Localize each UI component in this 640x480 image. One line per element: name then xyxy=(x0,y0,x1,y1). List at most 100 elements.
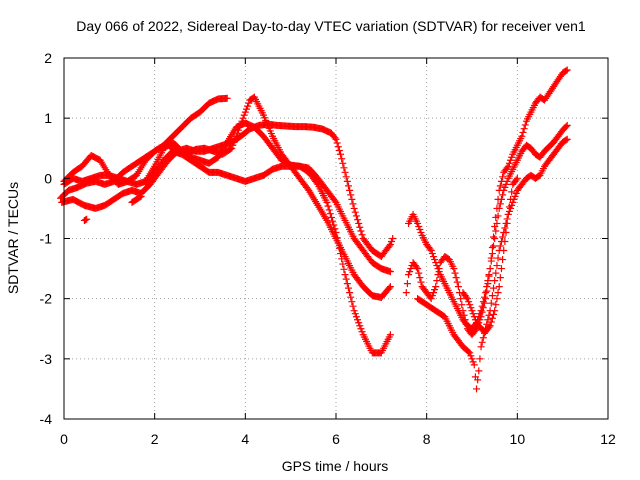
y-tick-label: -2 xyxy=(40,291,53,307)
data-point-marker xyxy=(349,200,357,208)
x-tick-label: 6 xyxy=(332,431,340,447)
data-point-marker xyxy=(331,197,339,205)
data-point-marker xyxy=(342,275,350,283)
data-point-marker xyxy=(488,314,496,322)
data-point-marker xyxy=(432,259,440,267)
data-point-marker xyxy=(331,225,339,233)
data-point-marker xyxy=(471,316,479,324)
data-point-marker xyxy=(326,210,334,218)
data-point-marker xyxy=(488,244,496,252)
data-point-marker xyxy=(343,177,351,185)
series-11 xyxy=(459,174,521,336)
data-point-marker xyxy=(492,269,500,277)
data-point-marker xyxy=(484,277,492,285)
data-point-marker xyxy=(245,99,253,107)
data-point-marker xyxy=(495,204,503,212)
data-point-marker xyxy=(429,253,437,261)
data-point-marker xyxy=(417,278,425,286)
data-point-marker xyxy=(508,188,516,196)
data-point-marker xyxy=(339,260,347,268)
data-point-marker xyxy=(403,280,411,288)
data-point-marker xyxy=(385,242,393,250)
data-point-marker xyxy=(357,227,365,235)
data-point-marker xyxy=(349,302,357,310)
data-point-marker xyxy=(563,66,571,74)
x-tick-label: 4 xyxy=(241,431,249,447)
data-point-marker xyxy=(474,376,482,384)
data-point-marker xyxy=(323,198,331,206)
data-point-marker xyxy=(346,289,354,297)
series-7 xyxy=(128,192,145,206)
data-point-marker xyxy=(242,105,250,113)
data-point-marker xyxy=(414,265,422,273)
data-point-marker xyxy=(405,271,413,279)
data-point-marker xyxy=(493,295,501,303)
data-point-marker xyxy=(334,239,342,247)
data-point-marker xyxy=(503,177,511,185)
data-point-marker xyxy=(486,265,494,273)
data-point-marker xyxy=(338,255,346,263)
data-point-marker xyxy=(344,284,352,292)
data-point-marker xyxy=(488,250,496,258)
data-point-marker xyxy=(435,268,443,276)
data-point-marker xyxy=(485,271,493,279)
data-point-marker xyxy=(228,144,236,152)
data-point-marker xyxy=(343,280,351,288)
data-point-marker xyxy=(504,210,512,218)
data-point-marker xyxy=(473,385,481,393)
data-point-marker xyxy=(562,67,570,75)
data-point-marker xyxy=(350,307,358,315)
series-5 xyxy=(142,147,394,357)
data-point-marker xyxy=(504,162,512,170)
data-point-marker xyxy=(496,242,504,250)
data-point-marker xyxy=(239,114,247,122)
data-point-marker xyxy=(477,307,485,315)
data-point-marker xyxy=(386,241,394,249)
data-point-marker xyxy=(240,111,248,119)
data-point-marker xyxy=(497,195,505,203)
data-point-marker xyxy=(338,155,346,163)
data-point-marker xyxy=(386,268,394,276)
data-point-marker xyxy=(325,206,333,214)
data-point-marker xyxy=(388,238,396,246)
data-point-marker xyxy=(223,94,231,102)
series-8 xyxy=(402,66,571,339)
data-point-marker xyxy=(427,295,435,303)
data-point-marker xyxy=(487,318,495,326)
data-point-marker xyxy=(465,298,473,306)
data-point-marker xyxy=(355,319,363,327)
data-point-marker xyxy=(521,121,529,129)
data-point-marker xyxy=(450,265,458,273)
x-tick-label: 8 xyxy=(423,431,431,447)
data-point-marker xyxy=(562,136,570,144)
series-9 xyxy=(405,121,571,333)
data-point-marker xyxy=(356,322,364,330)
data-point-marker xyxy=(496,274,504,282)
data-point-marker xyxy=(342,173,350,181)
data-point-marker xyxy=(490,284,498,292)
data-point-marker xyxy=(563,135,571,143)
data-point-marker xyxy=(494,289,502,297)
series-10 xyxy=(414,135,571,393)
data-point-marker xyxy=(478,302,486,310)
data-point-marker xyxy=(331,134,339,142)
data-point-marker xyxy=(227,145,235,153)
data-point-marker xyxy=(428,250,436,258)
data-point-marker xyxy=(469,358,477,366)
data-point-marker xyxy=(458,301,466,309)
data-point-marker xyxy=(475,367,483,375)
data-point-marker xyxy=(429,289,437,297)
data-point-marker xyxy=(426,245,434,253)
data-point-marker xyxy=(497,265,505,273)
data-point-marker xyxy=(486,322,494,330)
data-point-marker xyxy=(337,150,345,158)
series-4 xyxy=(60,119,394,276)
data-point-marker xyxy=(83,215,91,223)
data-point-marker xyxy=(457,295,465,303)
x-axis-label: GPS time / hours xyxy=(282,458,389,474)
data-point-marker xyxy=(357,325,365,333)
data-point-marker xyxy=(329,217,337,225)
data-point-marker xyxy=(454,283,462,291)
